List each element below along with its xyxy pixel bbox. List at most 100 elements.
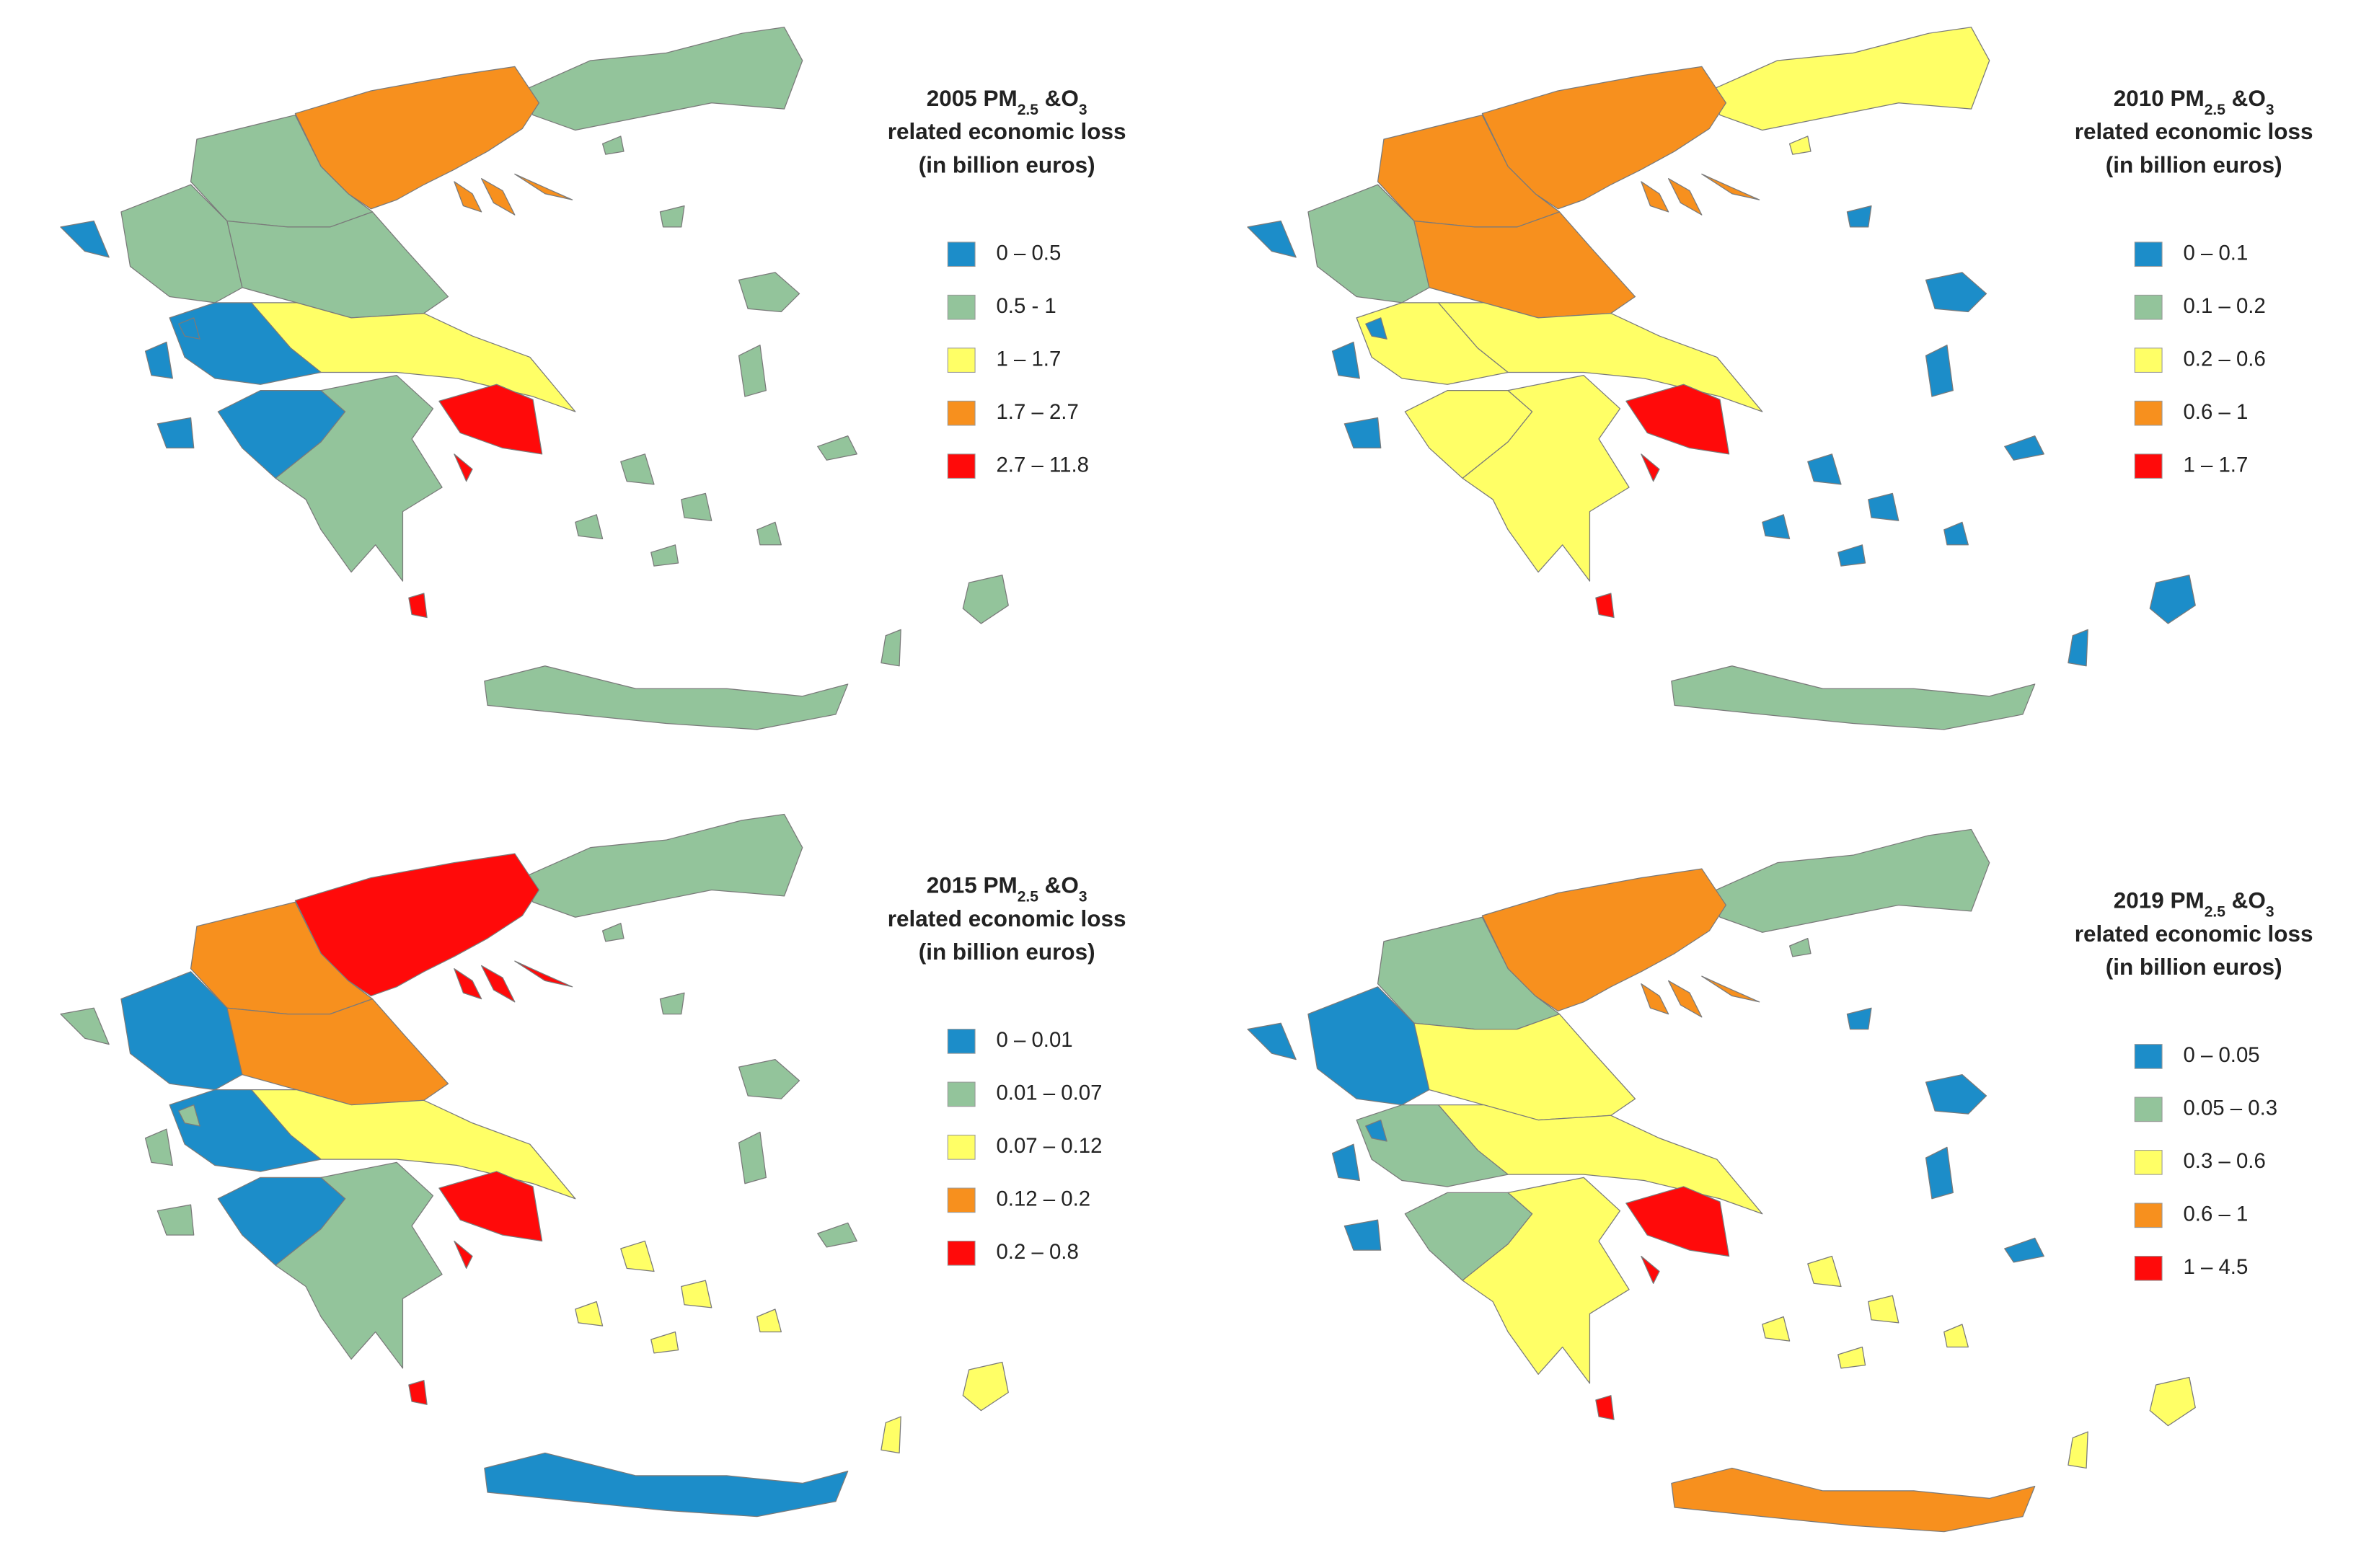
legend-label: 0.1 – 0.2 (2183, 294, 2265, 318)
region (2149, 1376, 2196, 1427)
region (1925, 1146, 1954, 1200)
region (1413, 211, 1636, 319)
legend-label: 0 – 0.01 (996, 1028, 1072, 1052)
region (1595, 1395, 1615, 1420)
region (438, 384, 543, 455)
legend-swatch (947, 1081, 976, 1107)
region (1943, 1324, 1969, 1348)
region (60, 1007, 110, 1045)
legend-swatch (2134, 453, 2163, 479)
legend-label: 1.7 – 2.7 (996, 400, 1078, 424)
region (681, 492, 712, 521)
region (738, 1131, 767, 1184)
region (275, 1161, 443, 1369)
region (226, 211, 449, 319)
region (1868, 1295, 1899, 1324)
legend-label: 0 – 0.1 (2183, 241, 2248, 265)
region (454, 1240, 473, 1269)
legend-swatch (2134, 400, 2163, 426)
region (1625, 384, 1730, 455)
region (178, 1104, 200, 1127)
legend-swatch (2134, 1202, 2163, 1228)
region (620, 453, 655, 485)
legend-swatch (947, 1187, 976, 1213)
region (601, 923, 625, 942)
region (1331, 1143, 1360, 1182)
legend-label: 0 – 0.05 (2183, 1043, 2259, 1067)
map-title: 2019 PM2.5 &O3 (2114, 887, 2274, 920)
map-title: 2015 PM2.5 &O3 (927, 872, 1087, 905)
region (650, 1331, 679, 1354)
title-subscript: 2.5 (1018, 101, 1039, 118)
title-subscript: 2.5 (2205, 101, 2226, 118)
region (738, 345, 767, 397)
region (438, 1171, 543, 1242)
region (1671, 1467, 2036, 1533)
legend-swatch (2134, 347, 2163, 373)
legend-label: 0.6 – 1 (2183, 1202, 2248, 1226)
region (1331, 341, 1360, 379)
region (1595, 593, 1615, 619)
region (817, 1222, 857, 1248)
region (454, 181, 482, 213)
legend-label: 0.2 – 0.6 (2183, 347, 2265, 371)
region (1462, 1177, 1630, 1384)
title-text: 2015 PM (927, 872, 1018, 898)
region (120, 184, 243, 304)
region (1641, 453, 1660, 482)
region (1356, 302, 1509, 385)
region (881, 1416, 901, 1454)
title-subscript: 3 (2266, 101, 2274, 118)
legend-swatch (947, 1135, 976, 1160)
legend-swatch (947, 347, 976, 373)
region (1641, 983, 1669, 1015)
region (408, 1380, 428, 1405)
legend-swatch (947, 1029, 976, 1054)
region (144, 1128, 173, 1166)
map-subtitle: (in billion euros) (919, 151, 1095, 177)
legend-swatch (947, 1241, 976, 1266)
region (1413, 1013, 1636, 1121)
region (1247, 220, 1297, 258)
region (226, 998, 449, 1106)
region (575, 514, 604, 540)
region (738, 272, 800, 313)
region (1807, 1255, 1842, 1288)
region (1837, 544, 1866, 567)
region (1701, 975, 1760, 1003)
legend-label: 0 – 0.5 (996, 241, 1061, 265)
map-subtitle: (in billion euros) (2106, 151, 2282, 177)
title-subscript: 3 (1079, 101, 1087, 118)
region (1708, 828, 1990, 933)
region (1671, 665, 2036, 730)
map-subtitle: related economic loss (888, 118, 1126, 144)
region (1365, 317, 1387, 340)
legend-label: 1 – 4.5 (2183, 1255, 2248, 1279)
region (484, 665, 849, 730)
region (1925, 1073, 1987, 1115)
legend-label: 0.2 – 0.8 (996, 1240, 1078, 1264)
region (2004, 435, 2044, 461)
region (60, 220, 110, 258)
region (1641, 1255, 1660, 1284)
legend-swatch (2134, 1044, 2163, 1069)
title-subscript: 2.5 (1018, 888, 1039, 905)
region (650, 544, 679, 567)
map-title: 2005 PM2.5 &O3 (927, 85, 1087, 118)
region (1846, 205, 1872, 228)
region (275, 375, 443, 582)
legend-label: 0.05 – 0.3 (2183, 1097, 2277, 1120)
region (756, 1308, 782, 1333)
legend-label: 1 – 1.7 (2183, 453, 2248, 477)
region (1668, 178, 1703, 216)
region (962, 575, 1009, 624)
legend-label: 0.12 – 0.2 (996, 1187, 1090, 1211)
legend-label: 0.01 – 0.07 (996, 1081, 1102, 1105)
region (681, 1280, 712, 1308)
region (659, 205, 685, 228)
region (1868, 492, 1899, 521)
region (659, 992, 685, 1015)
